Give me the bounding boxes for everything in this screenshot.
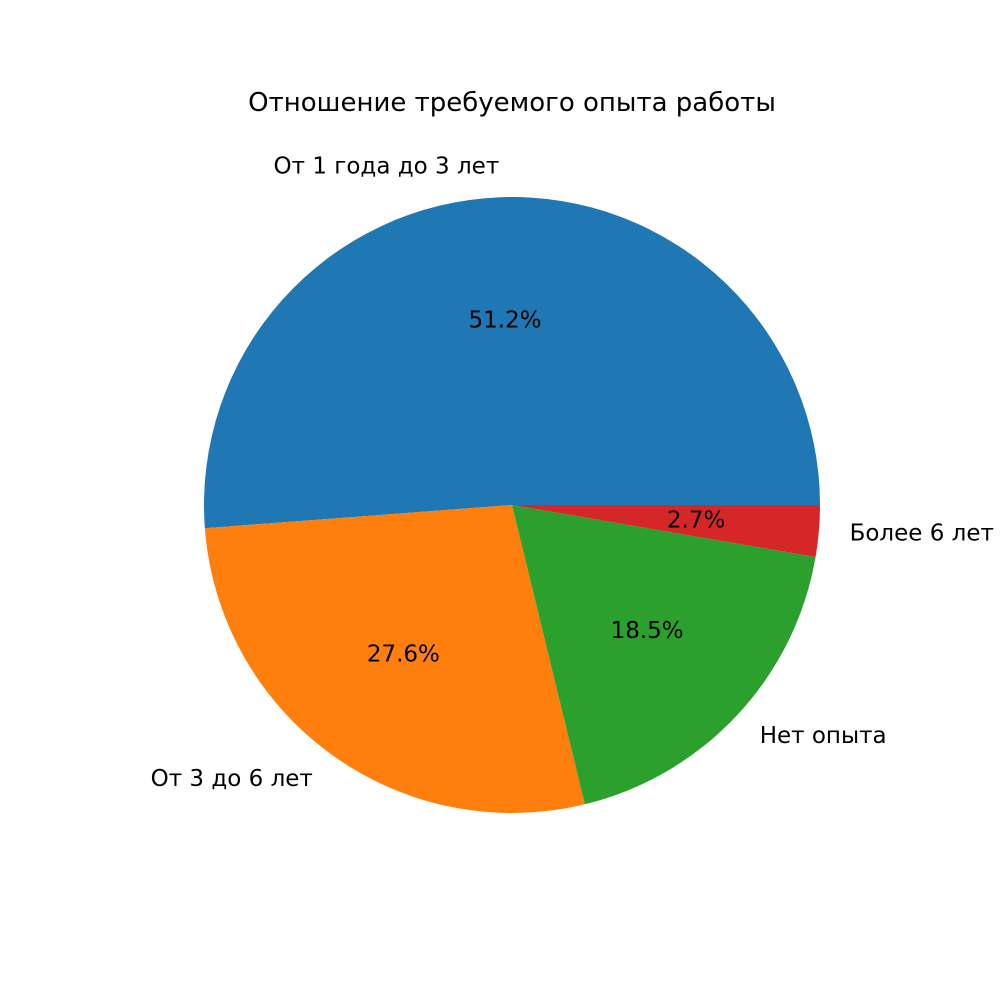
slice-category-label: Более 6 лет xyxy=(850,521,994,547)
slice-category-label: От 1 года до 3 лет xyxy=(274,153,500,179)
slice-percent-label: 51.2% xyxy=(468,307,541,333)
slice-category-label: Нет опыта xyxy=(760,723,887,749)
slice-percent-label: 2.7% xyxy=(667,508,725,534)
pie-slice xyxy=(512,505,816,805)
pie-slice xyxy=(203,196,820,529)
slice-percent-label: 27.6% xyxy=(367,642,440,668)
slice-percent-label: 18.5% xyxy=(611,618,684,644)
chart-title: Отношение требуемого опыта работы xyxy=(248,88,776,118)
pie-slice xyxy=(512,505,820,558)
slice-category-label: От 3 до 6 лет xyxy=(151,766,313,792)
pie-slice xyxy=(204,505,585,813)
pie-slices xyxy=(203,196,820,813)
pie-labels: От 1 года до 3 лет 51.2% От 3 до 6 лет 27.6… xyxy=(151,153,994,792)
